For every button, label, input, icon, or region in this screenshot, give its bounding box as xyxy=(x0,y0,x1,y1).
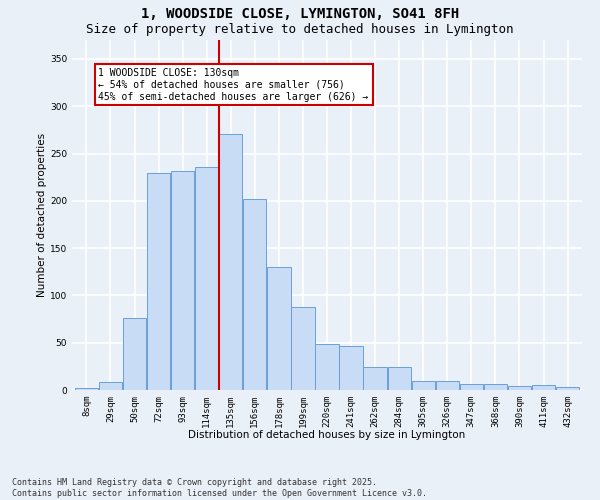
Text: 1, WOODSIDE CLOSE, LYMINGTON, SO41 8FH: 1, WOODSIDE CLOSE, LYMINGTON, SO41 8FH xyxy=(141,8,459,22)
Bar xyxy=(316,344,338,390)
Bar xyxy=(556,387,579,390)
Bar xyxy=(484,384,507,390)
Bar xyxy=(460,384,483,390)
Bar xyxy=(219,134,242,390)
Text: Contains HM Land Registry data © Crown copyright and database right 2025.
Contai: Contains HM Land Registry data © Crown c… xyxy=(12,478,427,498)
Bar xyxy=(75,388,98,390)
Bar xyxy=(147,174,170,390)
Bar xyxy=(243,199,266,390)
Bar xyxy=(364,368,387,390)
Bar xyxy=(436,380,459,390)
Bar xyxy=(171,170,194,390)
Text: 1 WOODSIDE CLOSE: 130sqm
← 54% of detached houses are smaller (756)
45% of semi-: 1 WOODSIDE CLOSE: 130sqm ← 54% of detach… xyxy=(98,68,369,102)
Bar xyxy=(99,382,122,390)
Bar xyxy=(267,267,290,390)
X-axis label: Distribution of detached houses by size in Lymington: Distribution of detached houses by size … xyxy=(188,430,466,440)
Bar xyxy=(195,167,218,390)
Y-axis label: Number of detached properties: Number of detached properties xyxy=(37,133,47,297)
Bar xyxy=(340,346,363,390)
Bar xyxy=(412,380,435,390)
Bar xyxy=(291,307,314,390)
Bar xyxy=(388,368,411,390)
Bar xyxy=(508,386,531,390)
Bar xyxy=(123,318,146,390)
Bar xyxy=(532,386,555,390)
Text: Size of property relative to detached houses in Lymington: Size of property relative to detached ho… xyxy=(86,22,514,36)
